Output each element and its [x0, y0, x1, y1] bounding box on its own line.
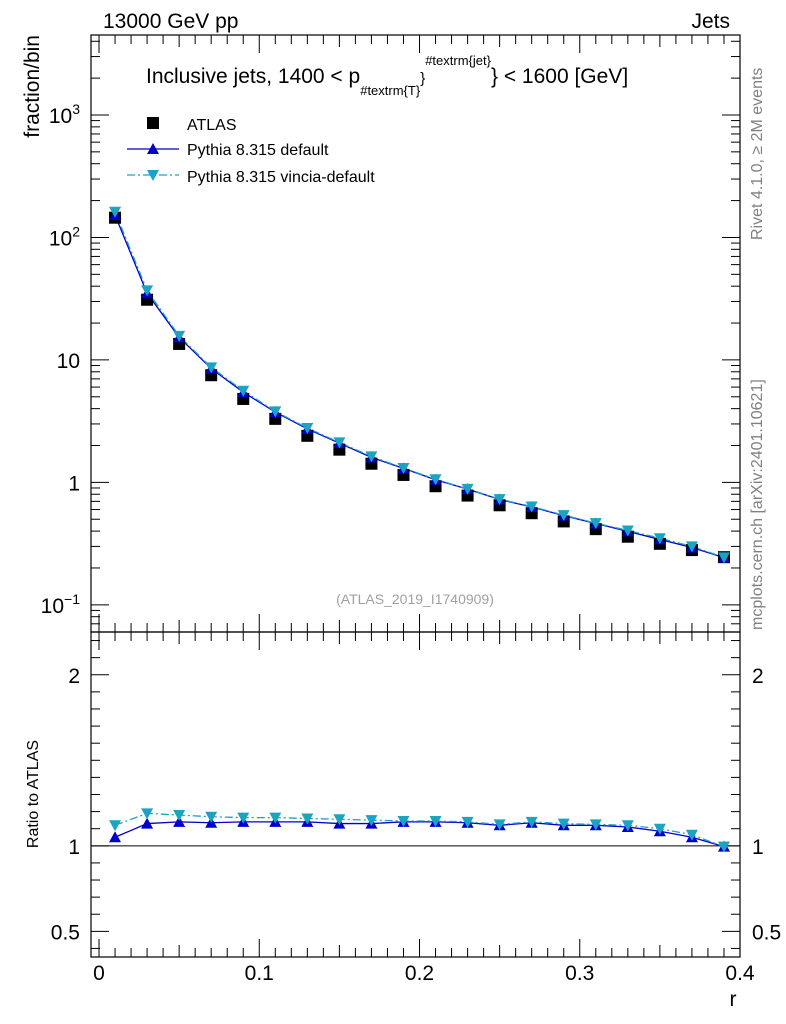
- vincia-point: [717, 552, 730, 564]
- legend: ATLAS Pythia 8.315 default Pythia 8.315 …: [127, 117, 375, 186]
- ratio-default-point: [109, 831, 122, 843]
- ratio-vincia-point: [653, 823, 666, 835]
- legend-label-vincia: Pythia 8.315 vincia-default: [187, 169, 375, 186]
- ratio-vincia-point: [429, 816, 442, 828]
- ratio-y-tick-label-right: 0.5: [752, 921, 781, 944]
- energy-label: 13000 GeV pp: [103, 10, 238, 33]
- vincia-point: [237, 385, 250, 397]
- vincia-point: [557, 510, 570, 522]
- category-label: Jets: [691, 10, 730, 33]
- legend-label-atlas: ATLAS: [187, 117, 237, 134]
- vincia-point: [205, 362, 218, 374]
- main-y-tick-label: 102: [49, 223, 80, 250]
- ratio-vincia-point: [365, 815, 378, 827]
- mcplots-label: mcplots.cern.ch [arXiv:2401.10621]: [749, 379, 766, 630]
- ratio-series-line: [114, 821, 725, 848]
- vincia-point: [653, 533, 666, 545]
- vincia-point: [621, 525, 634, 537]
- ratio-vincia-point: [333, 814, 346, 826]
- ratio-vincia-point: [109, 820, 122, 832]
- ratio-vincia-point: [397, 816, 410, 828]
- main-y-tick-labels: 10−1 1 10 102 103: [41, 101, 81, 618]
- ratio-y-tick-label: 2: [68, 665, 80, 688]
- vincia-point: [525, 501, 538, 513]
- vincia-point: [333, 437, 346, 449]
- ratio-axis-ticks: [91, 632, 741, 957]
- ratio-vincia-point: [301, 813, 314, 825]
- main-y-tick-label: 103: [49, 101, 80, 128]
- ratio-vincia-point: [685, 829, 698, 841]
- main-title: Inclusive jets, 1400 < p#textrm{T}}#text…: [146, 53, 628, 98]
- x-tick-label: 0.2: [405, 962, 434, 985]
- ratio-vincia-point: [589, 819, 602, 831]
- main-axis-ticks: [91, 35, 741, 633]
- ratio-data-layer: [109, 808, 730, 853]
- ratio-vincia-point: [173, 810, 186, 822]
- rivet-version-label: Rivet 4.1.0, ≥ 2M events: [749, 68, 766, 240]
- ratio-vincia-point: [237, 812, 250, 824]
- ratio-vincia-point: [141, 808, 154, 820]
- x-tick-label: 0: [93, 962, 105, 985]
- vincia-point: [685, 541, 698, 553]
- vincia-point: [493, 494, 506, 506]
- main-y-tick-label: 10: [57, 350, 80, 373]
- legend-label-default: Pythia 8.315 default: [187, 142, 329, 159]
- vincia-point: [429, 474, 442, 486]
- ratio-vincia-point: [621, 820, 634, 832]
- legend-marker-default: [147, 143, 159, 154]
- vincia-point: [397, 463, 410, 475]
- ratio-vincia-point: [205, 811, 218, 823]
- vincia-point: [589, 518, 602, 530]
- ratio-default-point: [173, 815, 186, 827]
- vincia-point: [461, 483, 474, 495]
- ratio-vincia-point: [269, 812, 282, 824]
- x-tick-label: 0.4: [725, 962, 755, 985]
- ratio-y-tick-label: 0.5: [51, 921, 80, 944]
- legend-marker-vincia: [147, 170, 159, 181]
- x-axis-label: r: [730, 988, 737, 1011]
- x-tick-label: 0.1: [245, 962, 274, 985]
- main-y-tick-label: 10−1: [41, 591, 81, 618]
- ratio-plot-frame: [90, 631, 741, 958]
- ratio-y-tick-label-right: 1: [752, 836, 764, 859]
- ratio-vincia-point: [525, 816, 538, 828]
- ratio-vincia-point: [717, 841, 730, 853]
- ratio-vincia-point: [557, 818, 570, 830]
- main-y-axis-label: fraction/bin: [21, 35, 44, 138]
- ratio-y-axis-label: Ratio to ATLAS: [25, 740, 42, 848]
- analysis-reference: (ATLAS_2019_I1740909): [336, 591, 494, 607]
- ratio-series-line: [114, 812, 725, 848]
- main-data-layer: [109, 206, 730, 564]
- vincia-point: [301, 422, 314, 434]
- vincia-point: [109, 206, 122, 218]
- vincia-point: [365, 451, 378, 463]
- x-tick-label: 0.3: [565, 962, 594, 985]
- legend-marker-atlas: [147, 117, 159, 129]
- ratio-y-tick-label-right: 2: [752, 665, 764, 688]
- x-tick-labels: 0 0.1 0.2 0.3 0.4: [93, 962, 755, 985]
- ratio-vincia-point: [461, 816, 474, 828]
- main-series-line: [114, 214, 725, 559]
- ratio-y-tick-labels: 0.5 0.5 1 1 2 2: [51, 665, 781, 945]
- ratio-vincia-point: [493, 819, 506, 831]
- vincia-point: [269, 406, 282, 418]
- vincia-point: [141, 285, 154, 297]
- main-series-line: [114, 211, 725, 559]
- ratio-default-point: [141, 817, 154, 829]
- ratio-y-tick-label: 1: [68, 836, 80, 859]
- vincia-point: [173, 330, 186, 342]
- main-y-tick-label: 1: [68, 472, 80, 495]
